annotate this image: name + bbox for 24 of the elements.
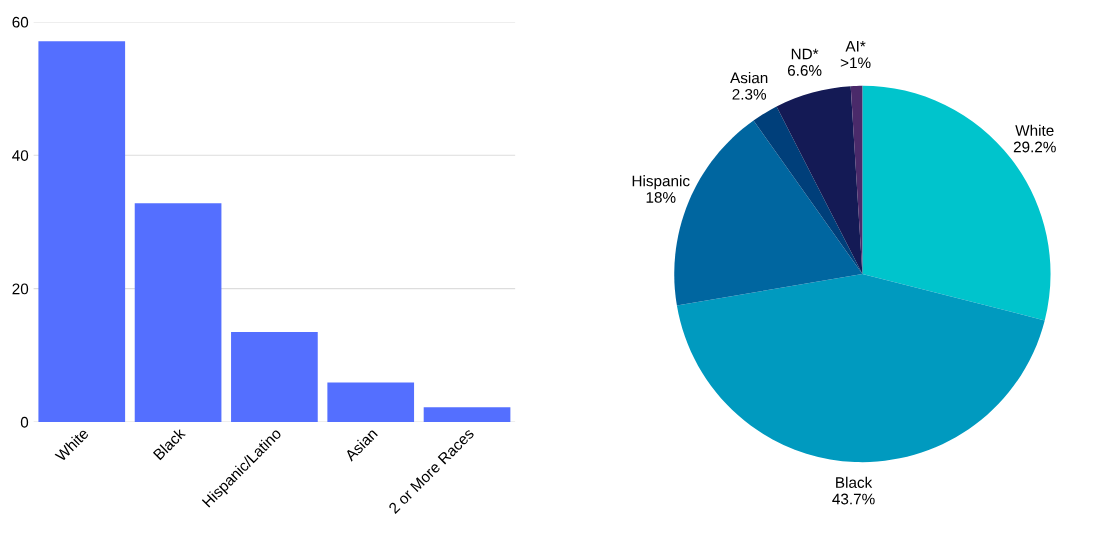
pie-slice — [753, 106, 863, 274]
data-label: 18% — [646, 191, 676, 203]
slice-label: Hispanic — [632, 175, 690, 190]
bar — [134, 203, 222, 422]
bar — [423, 407, 511, 422]
data-label: >1% — [840, 57, 871, 69]
pie-slice — [776, 86, 863, 274]
pie-slice — [676, 274, 1045, 463]
data-label: 43.7% — [832, 493, 875, 505]
slice-label: Black — [836, 476, 873, 488]
bar — [38, 41, 126, 422]
y-tick-label: 0 — [20, 416, 29, 428]
data-label: 2.3% — [732, 88, 767, 100]
bar — [231, 331, 318, 422]
slice-label: Asian — [730, 72, 768, 84]
data-label: 29.2% — [1013, 141, 1056, 153]
y-tick-label: 20 — [12, 283, 29, 295]
slice-label: AI* — [845, 41, 866, 52]
slice-label: ND* — [791, 48, 819, 60]
bar — [327, 382, 415, 422]
y-tick-label: 40 — [12, 150, 29, 161]
slice-label: White — [1015, 124, 1054, 136]
y-tick-label: 60 — [12, 16, 29, 28]
data-label: 6.6% — [787, 65, 822, 76]
